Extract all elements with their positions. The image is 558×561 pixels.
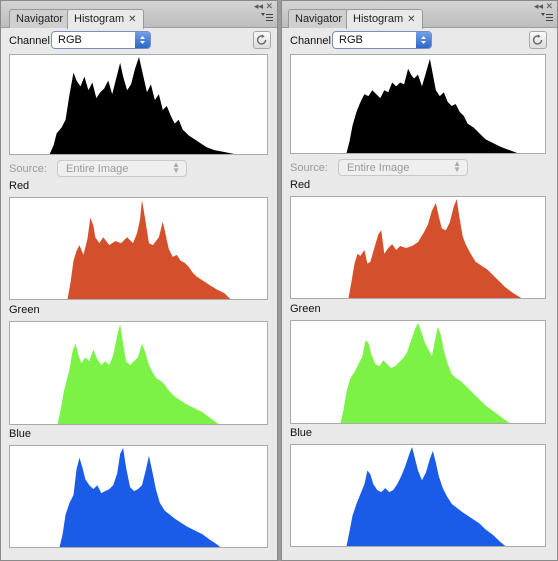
blue-label: Blue bbox=[290, 427, 313, 439]
green-histogram bbox=[9, 321, 268, 425]
histogram-panel-right: Navigator Histogram ✕ ◂◂ ✕ Channel: RGB bbox=[281, 0, 558, 561]
channel-select-value: RGB bbox=[339, 34, 363, 46]
tab-histogram-label: Histogram bbox=[74, 13, 125, 25]
close-icon[interactable]: ✕ bbox=[407, 14, 416, 25]
channel-row: Channel: RGB bbox=[9, 31, 271, 51]
blue-histogram-shape bbox=[346, 446, 506, 546]
red-histogram bbox=[290, 196, 546, 299]
source-row: Source: Entire Image ▲ ▼ bbox=[9, 160, 209, 178]
channel-select[interactable]: RGB bbox=[332, 31, 432, 49]
source-label: Source: bbox=[290, 162, 328, 174]
green-histogram bbox=[290, 320, 546, 424]
green-label: Green bbox=[290, 303, 321, 315]
red-histogram-shape bbox=[67, 199, 231, 299]
tab-navigator-label: Navigator bbox=[16, 13, 64, 25]
refresh-icon bbox=[256, 34, 267, 45]
stepper-arrows-icon: ▲ ▼ bbox=[453, 159, 461, 174]
close-icon[interactable]: ✕ bbox=[545, 1, 553, 11]
source-label: Source: bbox=[9, 163, 47, 175]
source-select-value: Entire Image bbox=[347, 162, 410, 174]
blue-histogram-shape bbox=[59, 447, 221, 547]
stepper-arrows-icon bbox=[135, 32, 150, 48]
histogram-panel-left: Navigator Histogram ✕ ◂◂ ✕ Channel: RGB bbox=[0, 0, 278, 561]
close-icon[interactable]: ✕ bbox=[265, 1, 273, 11]
tab-navigator-label: Navigator bbox=[295, 13, 343, 25]
source-select: Entire Image ▲ ▼ bbox=[338, 159, 468, 176]
rgb-histogram-shape bbox=[49, 56, 235, 154]
channel-select-value: RGB bbox=[58, 34, 82, 46]
channel-label: Channel: bbox=[290, 35, 335, 47]
close-icon[interactable]: ✕ bbox=[128, 14, 137, 25]
green-histogram-shape bbox=[340, 322, 510, 423]
red-label: Red bbox=[290, 179, 311, 191]
panel-tabbar: Navigator Histogram ✕ ◂◂ ✕ bbox=[1, 1, 277, 29]
blue-label: Blue bbox=[9, 428, 32, 440]
stepper-arrows-icon: ▲ ▼ bbox=[172, 160, 180, 175]
red-histogram-shape bbox=[348, 198, 522, 298]
channel-select[interactable]: RGB bbox=[51, 31, 151, 49]
tab-histogram[interactable]: Histogram ✕ bbox=[67, 9, 144, 29]
tab-histogram-label: Histogram bbox=[353, 13, 404, 25]
red-label: Red bbox=[9, 180, 30, 192]
source-select: Entire Image ▲ ▼ bbox=[57, 160, 187, 177]
collapse-icon[interactable]: ◂◂ bbox=[253, 1, 263, 11]
green-histogram-shape bbox=[57, 323, 219, 424]
source-row: Source: Entire Image ▲ ▼ bbox=[290, 159, 490, 177]
refresh-icon bbox=[532, 34, 543, 45]
tab-navigator[interactable]: Navigator bbox=[288, 9, 350, 28]
source-select-value: Entire Image bbox=[66, 163, 129, 175]
blue-histogram bbox=[290, 444, 546, 547]
channel-row: Channel: RGB bbox=[290, 31, 551, 51]
blue-histogram bbox=[9, 445, 268, 548]
red-histogram bbox=[9, 197, 268, 300]
rgb-histogram-shape bbox=[346, 58, 518, 153]
tab-navigator[interactable]: Navigator bbox=[9, 9, 71, 28]
channel-label: Channel: bbox=[9, 35, 54, 47]
refresh-button[interactable] bbox=[253, 31, 271, 49]
panel-menu-icon[interactable] bbox=[261, 11, 273, 23]
panel-menu-icon[interactable] bbox=[541, 11, 553, 23]
tab-histogram[interactable]: Histogram ✕ bbox=[346, 9, 423, 29]
refresh-button[interactable] bbox=[529, 31, 547, 49]
stepper-arrows-icon bbox=[416, 32, 431, 48]
collapse-icon[interactable]: ◂◂ bbox=[533, 1, 543, 11]
green-label: Green bbox=[9, 304, 40, 316]
panel-tabbar: Navigator Histogram ✕ ◂◂ ✕ bbox=[282, 1, 557, 29]
rgb-histogram bbox=[290, 54, 546, 154]
rgb-histogram bbox=[9, 54, 268, 155]
